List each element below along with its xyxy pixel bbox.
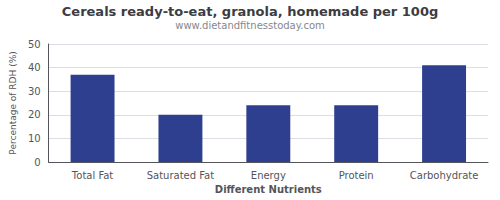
svg-text:0: 0: [34, 157, 40, 168]
svg-text:Energy: Energy: [251, 170, 286, 181]
svg-text:10: 10: [28, 133, 41, 144]
svg-text:Cereals ready-to-eat, granola,: Cereals ready-to-eat, granola, homemade …: [62, 4, 438, 19]
svg-text:40: 40: [28, 62, 41, 73]
svg-text:Protein: Protein: [339, 170, 374, 181]
svg-text:Percentage of RDH (%): Percentage of RDH (%): [8, 51, 18, 154]
svg-text:Different Nutrients: Different Nutrients: [215, 184, 322, 195]
svg-text:www.dietandfitnesstoday.com: www.dietandfitnesstoday.com: [175, 20, 324, 31]
svg-text:Total Fat: Total Fat: [71, 170, 113, 181]
svg-text:Saturated Fat: Saturated Fat: [147, 170, 215, 181]
svg-text:20: 20: [28, 109, 41, 120]
svg-text:50: 50: [28, 39, 41, 50]
svg-text:30: 30: [28, 86, 41, 97]
svg-text:Carbohydrate: Carbohydrate: [410, 170, 479, 181]
